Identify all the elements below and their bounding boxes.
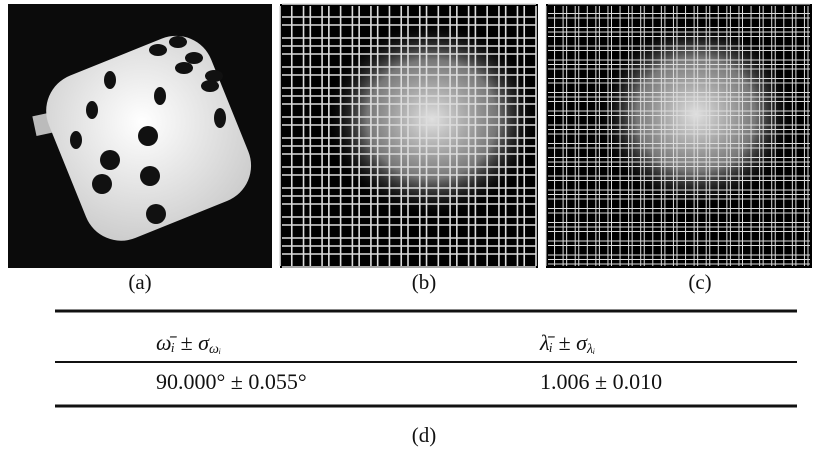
caption: (c) <box>688 270 711 294</box>
table-header: λ̄ᵢ ± σλᵢ <box>539 330 595 357</box>
caption: (d) <box>412 423 437 447</box>
caption: (b) <box>412 270 437 294</box>
caption: (a) <box>128 270 151 294</box>
panel-b-image <box>280 4 540 268</box>
header-symbol: λ̄ᵢ ± σ <box>539 330 588 355</box>
figure: (a) (b) (c) ω̄ᵢ ± σωᵢ λ̄ᵢ ± σλᵢ 90.000° … <box>0 0 819 452</box>
header-subscript: ωᵢ <box>209 342 221 357</box>
table-header: ω̄ᵢ ± σωᵢ <box>156 330 221 357</box>
panel-a-image <box>8 4 272 268</box>
table-cell: 90.000° ± 0.055° <box>156 369 307 394</box>
header-symbol: ω̄ᵢ ± σ <box>156 330 210 355</box>
header-subscript: λᵢ <box>586 342 595 357</box>
table-cell: 1.006 ± 0.010 <box>540 369 662 394</box>
panel-c-image <box>546 4 812 268</box>
